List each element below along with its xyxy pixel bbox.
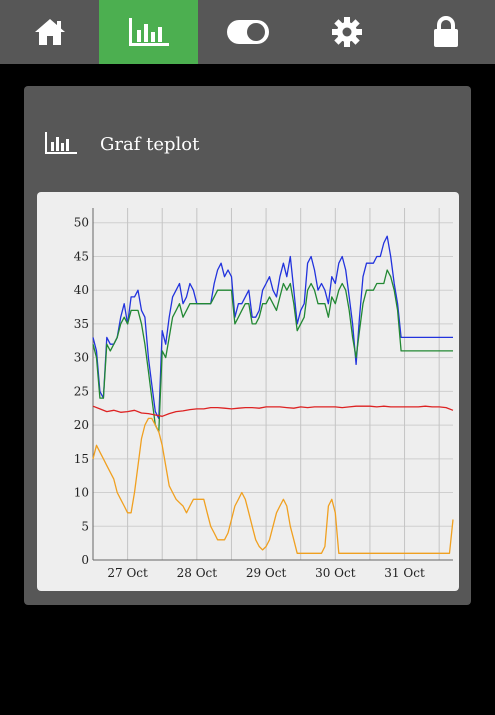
top-navigation-bar (0, 0, 495, 64)
y-tick-label: 30 (74, 351, 89, 365)
nav-toggle[interactable] (198, 0, 297, 64)
y-tick-label: 35 (74, 317, 89, 331)
y-tick-label: 10 (74, 486, 89, 500)
nav-chart[interactable] (99, 0, 198, 64)
y-tick-label: 40 (74, 283, 89, 297)
chart-card: Graf teplot 0 5 10 15 20 25 30 35 40 45 50 27 Oct 28… (24, 86, 471, 605)
y-tick-label: 50 (74, 216, 89, 230)
x-tick-label: 28 Oct (177, 566, 218, 580)
y-tick-label: 5 (81, 519, 89, 533)
home-icon (34, 19, 65, 45)
y-tick-label: 15 (74, 452, 89, 466)
series-line-1 (92, 235, 453, 420)
toggle-icon (226, 20, 269, 44)
series-line-4 (92, 417, 454, 554)
lock-icon (433, 16, 458, 47)
chart-icon (45, 132, 77, 154)
x-tick-label: 30 Oct (315, 566, 356, 580)
y-tick-label: 45 (74, 249, 89, 263)
nav-lock[interactable] (396, 0, 495, 64)
y-tick-label: 0 (81, 553, 89, 567)
y-tick-label: 25 (74, 384, 89, 398)
x-tick-label: 29 Oct (246, 566, 287, 580)
x-tick-label: 27 Oct (107, 566, 148, 580)
x-tick-label: 31 Oct (384, 566, 425, 580)
y-tick-label: 20 (74, 418, 89, 432)
temperature-chart[interactable]: 0 5 10 15 20 25 30 35 40 45 50 27 Oct 28 Oct 29 Oct 30… (37, 192, 459, 591)
nav-home[interactable] (0, 0, 99, 64)
series-line-2 (92, 269, 453, 433)
gear-icon (331, 17, 362, 47)
card-title: Graf teplot (100, 134, 200, 155)
chart-canvas: 0 5 10 15 20 25 30 35 40 45 50 27 Oct 28 Oct 29 Oct 30… (74, 208, 454, 580)
card-header: Graf teplot (24, 86, 471, 192)
nav-settings[interactable] (297, 0, 396, 64)
chart-icon (128, 18, 169, 46)
series-line-3 (92, 405, 454, 417)
